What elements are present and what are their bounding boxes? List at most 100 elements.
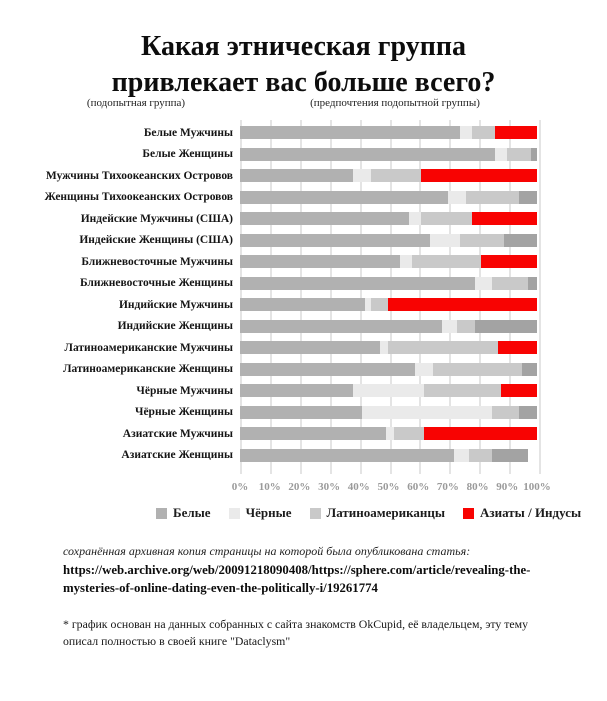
row-label: Индийские Женщины xyxy=(117,320,233,333)
segment-black xyxy=(447,190,466,204)
bar-row: Ближневосточные Женщины xyxy=(0,273,607,295)
segment-white xyxy=(240,405,362,419)
segment-white xyxy=(240,147,496,161)
x-tick-label: 70% xyxy=(436,481,459,493)
bar-track xyxy=(240,212,537,226)
bar-track xyxy=(240,427,537,441)
bar-track xyxy=(240,233,537,247)
legend-label: Латиноамериканцы xyxy=(326,505,446,520)
bar-track xyxy=(240,341,537,355)
x-tick-label: 60% xyxy=(407,481,430,493)
gridline-40 xyxy=(359,120,362,474)
segment-asian xyxy=(492,448,529,462)
segment-black xyxy=(361,405,493,419)
segment-asian xyxy=(522,362,537,376)
gridlines xyxy=(240,120,541,474)
segment-asian xyxy=(519,405,537,419)
segment-black xyxy=(495,147,508,161)
segment-asian xyxy=(498,341,537,355)
segment-latino xyxy=(370,298,389,312)
bar-track xyxy=(240,405,537,419)
segment-black xyxy=(385,427,395,441)
legend-label: Белые xyxy=(173,505,211,520)
legend-label: Азиаты / Индусы xyxy=(480,505,582,520)
gridline-20 xyxy=(299,120,302,474)
x-tick-label: 100% xyxy=(523,481,551,493)
bar-row: Индейские Женщины (США) xyxy=(0,230,607,252)
segment-asian xyxy=(528,276,537,290)
segment-asian xyxy=(480,255,537,269)
legend: Белые Чёрные Латиноамериканцы Азиаты / Инду… xyxy=(156,505,581,521)
archive-url: https://web.archive.org/web/200912180904… xyxy=(63,563,531,595)
bar-row: Мужчины Тихоокеанских Островов xyxy=(0,165,607,187)
segment-white xyxy=(240,341,380,355)
segment-latino xyxy=(433,362,523,376)
x-tick-label: 90% xyxy=(496,481,519,493)
legend-swatch-icon xyxy=(228,507,240,519)
preferences-header: (предпочтения подопытной группы) xyxy=(310,97,480,109)
legend-swatch-icon xyxy=(156,507,167,519)
row-label: Белые Женщины xyxy=(142,148,233,161)
segment-white xyxy=(240,427,386,441)
row-label: Азиатские Женщины xyxy=(121,449,233,462)
row-label: Латиноамериканские Женщины xyxy=(62,363,233,376)
segment-black xyxy=(459,126,472,140)
x-tick-label: 20% xyxy=(288,481,311,493)
segment-asian xyxy=(501,384,537,398)
segment-white xyxy=(240,448,454,462)
legend-item-white: Белые xyxy=(156,505,211,521)
segment-white xyxy=(240,362,416,376)
segment-black xyxy=(379,341,389,355)
gridline-60 xyxy=(419,120,422,474)
chart-title-line1: Какая этническая группа xyxy=(141,30,466,62)
stacked-bar-chart: Белые Мужчины Белые Женщины Мужчины Тихоок… xyxy=(0,120,607,474)
segment-latino xyxy=(507,147,532,161)
x-axis: 0% 10% 20% 30% 40% 50% 60% 70% 80% 90% 100% xyxy=(0,481,607,496)
bar-row: Латиноамериканские Мужчины xyxy=(0,337,607,359)
bar-row: Ближневосточные Мужчины xyxy=(0,251,607,273)
row-label: Чёрные Женщины xyxy=(135,406,233,419)
segment-asian xyxy=(471,212,537,226)
segment-asian xyxy=(388,298,537,312)
segment-white xyxy=(240,233,431,247)
bar-track xyxy=(240,190,537,204)
segment-latino xyxy=(471,126,496,140)
bar-track xyxy=(240,276,537,290)
legend-swatch-icon xyxy=(463,507,475,519)
segment-black xyxy=(409,212,422,226)
segment-latino xyxy=(394,427,425,441)
segment-white xyxy=(240,212,410,226)
bar-row: Индейские Мужчины (США) xyxy=(0,208,607,230)
segment-latino xyxy=(412,255,481,269)
gridline-90 xyxy=(509,120,512,474)
x-tick-label: 30% xyxy=(318,481,341,493)
x-tick-label: 80% xyxy=(466,481,489,493)
x-tick-label: 0% xyxy=(231,481,249,493)
bar-track xyxy=(240,169,537,183)
x-tick-label: 50% xyxy=(377,481,400,493)
archive-note: сохранённая архивная копия страницы на к… xyxy=(63,544,471,558)
segment-latino xyxy=(421,212,472,226)
segment-black xyxy=(453,448,469,462)
segment-latino xyxy=(492,405,520,419)
row-label: Индейские Женщины (США) xyxy=(79,234,233,247)
segment-white xyxy=(240,255,401,269)
row-label: Индийские Мужчины xyxy=(118,298,233,311)
segment-asian xyxy=(504,233,537,247)
segment-white xyxy=(240,190,448,204)
segment-black xyxy=(430,233,460,247)
segment-latino xyxy=(492,276,529,290)
segment-black xyxy=(352,384,425,398)
bar-track xyxy=(240,147,537,161)
bar-row: Белые Мужчины xyxy=(0,122,607,144)
legend-item-latino: Латиноамериканцы xyxy=(309,505,446,521)
bar-row: Чёрные Мужчины xyxy=(0,380,607,402)
segment-white xyxy=(240,276,475,290)
subject-group-header: (подопытная группа) xyxy=(86,97,186,109)
row-label: Женщины Тихоокеанских Островов xyxy=(44,191,233,204)
segment-black xyxy=(352,169,371,183)
chart-title: Какая этническая группа привлекает вас бо… xyxy=(0,29,607,101)
row-label: Белые Мужчины xyxy=(143,126,233,139)
gridline-0 xyxy=(240,120,242,474)
